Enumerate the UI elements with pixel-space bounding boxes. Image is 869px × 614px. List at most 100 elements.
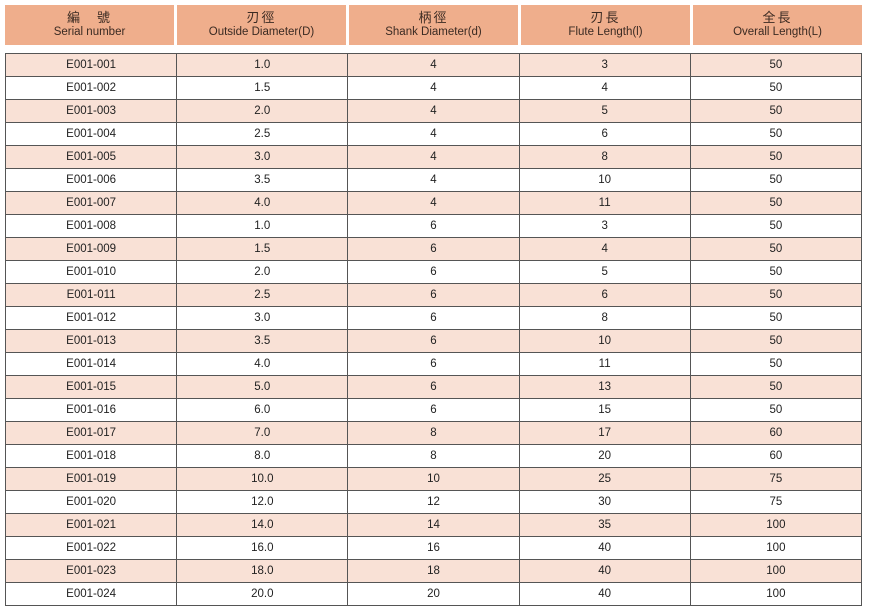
- table-row: E001-023 18.0 18 40 100: [4, 559, 863, 583]
- cell-outside-diameter: 2.5: [176, 122, 349, 146]
- cell-shank-diameter: 6: [347, 352, 520, 376]
- cell-overall-length: 100: [689, 536, 863, 560]
- table-row: E001-020 12.0 12 30 75: [4, 490, 863, 514]
- cell-shank-diameter: 20: [347, 582, 520, 606]
- cell-flute-length: 20: [518, 444, 691, 468]
- cell-shank-diameter: 6: [347, 329, 520, 353]
- cell-outside-diameter: 3.5: [176, 329, 349, 353]
- cell-outside-diameter: 14.0: [176, 513, 349, 537]
- cell-flute-length: 40: [518, 536, 691, 560]
- cell-serial-number: E001-021: [4, 513, 178, 537]
- cell-overall-length: 50: [689, 214, 863, 238]
- cell-shank-diameter: 6: [347, 214, 520, 238]
- cell-overall-length: 50: [689, 283, 863, 307]
- cell-overall-length: 50: [689, 306, 863, 330]
- cell-overall-length: 50: [689, 99, 863, 123]
- cell-shank-diameter: 4: [347, 99, 520, 123]
- cell-flute-length: 3: [518, 214, 691, 238]
- table-header: 編 號 Serial number 刃徑 Outside Diameter(D) 柄徑 S…: [5, 5, 862, 45]
- cell-serial-number: E001-008: [4, 214, 178, 238]
- cell-outside-diameter: 12.0: [176, 490, 349, 514]
- cell-serial-number: E001-014: [4, 352, 178, 376]
- table-row: E001-022 16.0 16 40 100: [4, 536, 863, 560]
- cell-outside-diameter: 3.5: [176, 168, 349, 192]
- table-row: E001-019 10.0 10 25 75: [4, 467, 863, 491]
- cell-shank-diameter: 8: [347, 421, 520, 445]
- cell-outside-diameter: 8.0: [176, 444, 349, 468]
- cell-overall-length: 50: [689, 122, 863, 146]
- cell-shank-diameter: 4: [347, 145, 520, 169]
- cell-flute-length: 30: [518, 490, 691, 514]
- table-row: E001-013 3.5 6 10 50: [4, 329, 863, 353]
- table-row: E001-014 4.0 6 11 50: [4, 352, 863, 376]
- table-row: E001-024 20.0 20 40 100: [4, 582, 863, 606]
- cell-overall-length: 60: [689, 421, 863, 445]
- cell-serial-number: E001-011: [4, 283, 178, 307]
- cell-flute-length: 10: [518, 168, 691, 192]
- cell-flute-length: 17: [518, 421, 691, 445]
- cell-outside-diameter: 18.0: [176, 559, 349, 583]
- cell-shank-diameter: 6: [347, 398, 520, 422]
- cell-serial-number: E001-009: [4, 237, 178, 261]
- cell-serial-number: E001-024: [4, 582, 178, 606]
- cell-shank-diameter: 12: [347, 490, 520, 514]
- table-row: E001-004 2.5 4 6 50: [4, 122, 863, 146]
- cell-serial-number: E001-016: [4, 398, 178, 422]
- cell-flute-length: 15: [518, 398, 691, 422]
- cell-flute-length: 6: [518, 283, 691, 307]
- cell-flute-length: 11: [518, 352, 691, 376]
- cell-flute-length: 5: [518, 260, 691, 284]
- spec-table: E001-001 1.0 4 3 50 E001-002 1.5 4 4 50 E001-003 2.…: [4, 53, 863, 606]
- cell-shank-diameter: 6: [347, 283, 520, 307]
- cell-overall-length: 50: [689, 260, 863, 284]
- cell-flute-length: 3: [518, 53, 691, 77]
- cell-flute-length: 6: [518, 122, 691, 146]
- cell-shank-diameter: 6: [347, 375, 520, 399]
- cell-shank-diameter: 14: [347, 513, 520, 537]
- cell-overall-length: 50: [689, 145, 863, 169]
- header-flute-length: 刃長 Flute Length(l): [521, 5, 690, 45]
- cell-outside-diameter: 1.0: [176, 214, 349, 238]
- cell-overall-length: 50: [689, 352, 863, 376]
- cell-serial-number: E001-005: [4, 145, 178, 169]
- cell-overall-length: 60: [689, 444, 863, 468]
- header-shank-diameter: 柄徑 Shank Diameter(d): [349, 5, 518, 45]
- header-en: Overall Length(L): [733, 26, 822, 38]
- header-en: Outside Diameter(D): [208, 26, 315, 38]
- cell-outside-diameter: 6.0: [176, 398, 349, 422]
- header-zh: 刃徑: [246, 10, 277, 25]
- cell-overall-length: 50: [689, 168, 863, 192]
- cell-outside-diameter: 5.0: [176, 375, 349, 399]
- header-serial-number: 編 號 Serial number: [5, 5, 174, 45]
- cell-shank-diameter: 4: [347, 168, 520, 192]
- cell-outside-diameter: 2.0: [176, 99, 349, 123]
- table-row: E001-012 3.0 6 8 50: [4, 306, 863, 330]
- cell-shank-diameter: 6: [347, 260, 520, 284]
- header-en: Serial number: [53, 26, 126, 38]
- cell-shank-diameter: 8: [347, 444, 520, 468]
- table-row: E001-011 2.5 6 6 50: [4, 283, 863, 307]
- cell-serial-number: E001-019: [4, 467, 178, 491]
- header-en: Shank Diameter(d): [385, 26, 482, 38]
- cell-serial-number: E001-022: [4, 536, 178, 560]
- header-outside-diameter: 刃徑 Outside Diameter(D): [177, 5, 346, 45]
- header-zh: 柄徑: [418, 10, 449, 25]
- cell-shank-diameter: 16: [347, 536, 520, 560]
- cell-outside-diameter: 1.5: [176, 237, 349, 261]
- cell-outside-diameter: 10.0: [176, 467, 349, 491]
- table-row: E001-018 8.0 8 20 60: [4, 444, 863, 468]
- table-row: E001-017 7.0 8 17 60: [4, 421, 863, 445]
- cell-overall-length: 50: [689, 237, 863, 261]
- cell-shank-diameter: 4: [347, 122, 520, 146]
- cell-serial-number: E001-003: [4, 99, 178, 123]
- cell-flute-length: 5: [518, 99, 691, 123]
- cell-serial-number: E001-006: [4, 168, 178, 192]
- header-overall-length: 全長 Overall Length(L): [693, 5, 862, 45]
- table-row: E001-003 2.0 4 5 50: [4, 99, 863, 123]
- cell-outside-diameter: 7.0: [176, 421, 349, 445]
- cell-serial-number: E001-020: [4, 490, 178, 514]
- table-row: E001-007 4.0 4 11 50: [4, 191, 863, 215]
- header-zh: 編 號: [66, 10, 112, 25]
- cell-overall-length: 75: [689, 467, 863, 491]
- cell-serial-number: E001-017: [4, 421, 178, 445]
